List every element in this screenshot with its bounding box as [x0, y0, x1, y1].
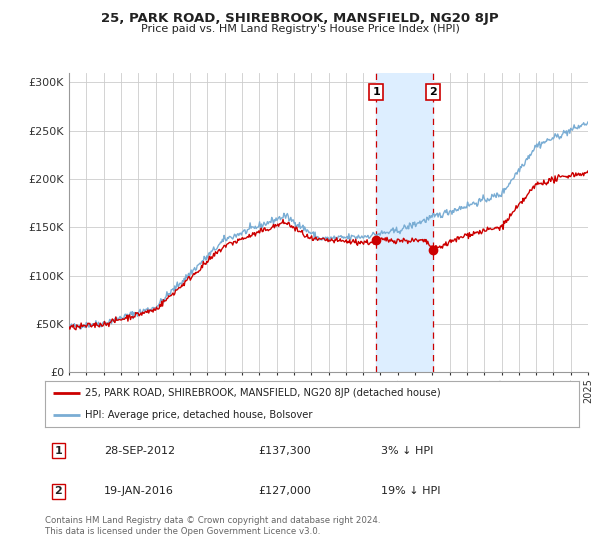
Text: £127,000: £127,000 [259, 486, 311, 496]
Text: 1: 1 [372, 87, 380, 97]
Text: 19-JAN-2016: 19-JAN-2016 [104, 486, 173, 496]
Text: 25, PARK ROAD, SHIREBROOK, MANSFIELD, NG20 8JP: 25, PARK ROAD, SHIREBROOK, MANSFIELD, NG… [101, 12, 499, 25]
Text: Contains HM Land Registry data © Crown copyright and database right 2024.
This d: Contains HM Land Registry data © Crown c… [45, 516, 380, 536]
Text: 19% ↓ HPI: 19% ↓ HPI [382, 486, 441, 496]
Text: 3% ↓ HPI: 3% ↓ HPI [382, 446, 434, 456]
Text: Price paid vs. HM Land Registry's House Price Index (HPI): Price paid vs. HM Land Registry's House … [140, 24, 460, 34]
Text: 25, PARK ROAD, SHIREBROOK, MANSFIELD, NG20 8JP (detached house): 25, PARK ROAD, SHIREBROOK, MANSFIELD, NG… [85, 388, 440, 398]
Text: £137,300: £137,300 [259, 446, 311, 456]
Bar [376, 73, 433, 372]
Text: HPI: Average price, detached house, Bolsover: HPI: Average price, detached house, Bols… [85, 410, 313, 421]
Text: 28-SEP-2012: 28-SEP-2012 [104, 446, 175, 456]
Text: 1: 1 [55, 446, 62, 456]
Text: 2: 2 [55, 486, 62, 496]
Text: 2: 2 [429, 87, 437, 97]
